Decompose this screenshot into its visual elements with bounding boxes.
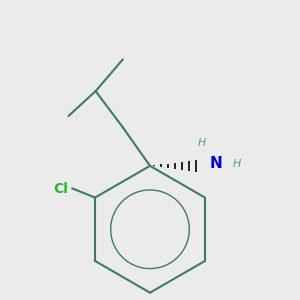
Text: H: H — [233, 159, 242, 169]
Text: N: N — [209, 156, 222, 171]
Text: Cl: Cl — [54, 182, 68, 196]
Text: H: H — [198, 138, 206, 148]
